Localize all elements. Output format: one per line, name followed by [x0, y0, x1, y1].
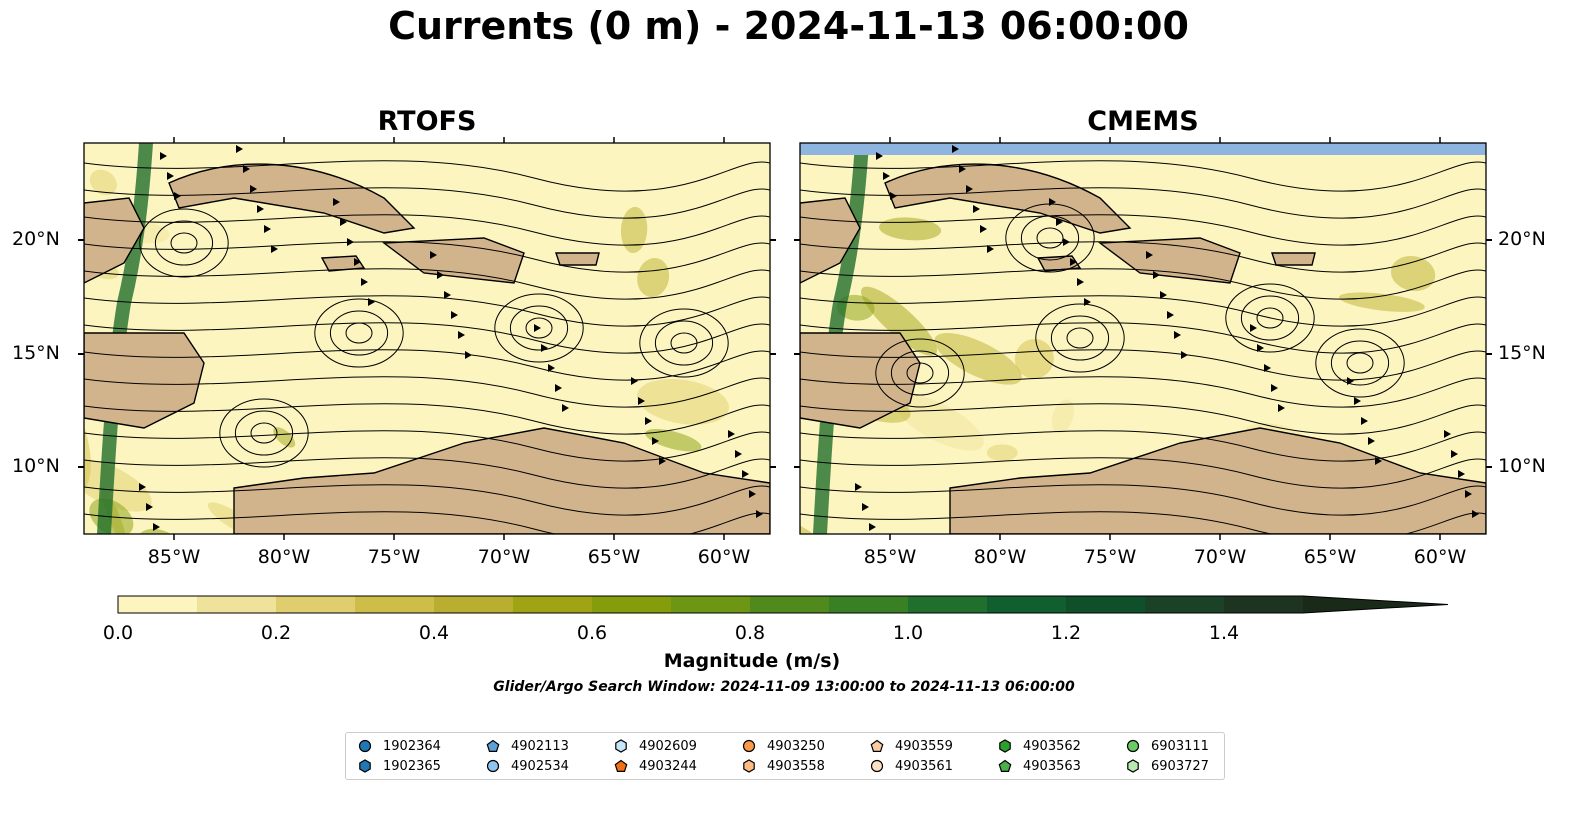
x-tick-label: 85°W — [863, 546, 917, 568]
colorbar-tick-label: 1.2 — [1050, 622, 1082, 644]
legend: 1902364 1902365 4902113 4902534 4902609 49032… — [345, 732, 1225, 780]
legend-item-label: 6903111 — [1151, 738, 1209, 754]
pentagon-marker-icon — [614, 759, 628, 772]
hexagon-marker-icon — [359, 759, 371, 773]
legend-item-1902365: 1902365 — [358, 756, 441, 776]
legend-item-4903244: 4903244 — [614, 756, 697, 776]
colorbar-tick-label: 0.6 — [576, 622, 608, 644]
legend-item-4902113: 4902113 — [486, 736, 569, 756]
circle-marker-icon — [486, 759, 500, 773]
pentagon-marker-icon — [998, 759, 1012, 772]
circle-marker-icon — [742, 739, 756, 753]
panel-title-rtofs: RTOFS — [377, 106, 477, 137]
legend-item-label: 6903727 — [1151, 758, 1209, 774]
legend-item-6903727: 6903727 — [1126, 756, 1209, 776]
colorbar-label: Magnitude (m/s) — [663, 650, 841, 672]
x-tick-label: 70°W — [1193, 546, 1247, 568]
legend-item-label: 4903250 — [767, 738, 825, 754]
hexagon-marker-icon — [615, 739, 627, 753]
colorbar-tick-label: 1.0 — [892, 622, 924, 644]
legend-item-label: 4903558 — [767, 758, 825, 774]
y-tick-label-right: 20°N — [1498, 228, 1546, 250]
legend-item-1902364: 1902364 — [358, 736, 441, 756]
legend-item-label: 1902364 — [383, 738, 441, 754]
map-panel-rtofs — [84, 143, 770, 534]
colorbar-tick-label: 1.4 — [1208, 622, 1240, 644]
x-tick-label: 65°W — [587, 546, 641, 568]
x-tick-label: 85°W — [147, 546, 201, 568]
colorbar-tick-label: 0.2 — [260, 622, 292, 644]
x-tick-label: 80°W — [973, 546, 1027, 568]
legend-item-4903558: 4903558 — [742, 756, 825, 776]
legend-item-label: 4903562 — [1023, 738, 1081, 754]
legend-item-6903111: 6903111 — [1126, 736, 1209, 756]
map-panel-cmems — [800, 143, 1486, 534]
x-tick-label: 60°W — [1413, 546, 1467, 568]
circle-marker-icon — [358, 739, 372, 753]
circle-marker-icon — [870, 759, 884, 773]
y-tick-label-right: 15°N — [1498, 342, 1546, 364]
hexagon-marker-icon — [999, 739, 1011, 753]
legend-item-4903563: 4903563 — [998, 756, 1081, 776]
colorbar-tick-label: 0.0 — [102, 622, 134, 644]
pentagon-marker-icon — [870, 739, 884, 752]
y-tick-label-right: 10°N — [1498, 455, 1546, 477]
legend-item-label: 4903563 — [1023, 758, 1081, 774]
legend-item-label: 4903244 — [639, 758, 697, 774]
x-tick-label: 75°W — [1083, 546, 1137, 568]
legend-item-4903559: 4903559 — [870, 736, 953, 756]
search-window-note: Glider/Argo Search Window: 2024-11-09 13… — [493, 679, 1075, 695]
legend-item-label: 4902113 — [511, 738, 569, 754]
legend-item-label: 4902609 — [639, 738, 697, 754]
x-tick-label: 65°W — [1303, 546, 1357, 568]
colorbar — [117, 595, 1449, 614]
y-tick-label-left: 15°N — [12, 342, 60, 364]
legend-item-4902534: 4902534 — [486, 756, 569, 776]
colorbar-tick-label: 0.4 — [418, 622, 450, 644]
figure-title: Currents (0 m) - 2024-11-13 06:00:00 — [388, 4, 1189, 48]
x-tick-label: 60°W — [697, 546, 751, 568]
hexagon-marker-icon — [743, 759, 755, 773]
legend-item-label: 4903561 — [895, 758, 953, 774]
legend-item-4903562: 4903562 — [998, 736, 1081, 756]
pentagon-marker-icon — [486, 739, 500, 752]
x-tick-label: 70°W — [477, 546, 531, 568]
x-tick-label: 80°W — [257, 546, 311, 568]
y-tick-label-left: 20°N — [12, 228, 60, 250]
legend-item-4903561: 4903561 — [870, 756, 953, 776]
axis-ticks — [78, 137, 1492, 540]
hexagon-marker-icon — [1127, 759, 1139, 773]
y-tick-label-left: 10°N — [12, 455, 60, 477]
legend-item-label: 1902365 — [383, 758, 441, 774]
panel-title-cmems: CMEMS — [1087, 106, 1199, 137]
legend-item-label: 4903559 — [895, 738, 953, 754]
legend-item-label: 4902534 — [511, 758, 569, 774]
legend-item-4902609: 4902609 — [614, 736, 697, 756]
legend-item-4903250: 4903250 — [742, 736, 825, 756]
circle-marker-icon — [1126, 739, 1140, 753]
x-tick-label: 75°W — [367, 546, 421, 568]
colorbar-tick-label: 0.8 — [734, 622, 766, 644]
